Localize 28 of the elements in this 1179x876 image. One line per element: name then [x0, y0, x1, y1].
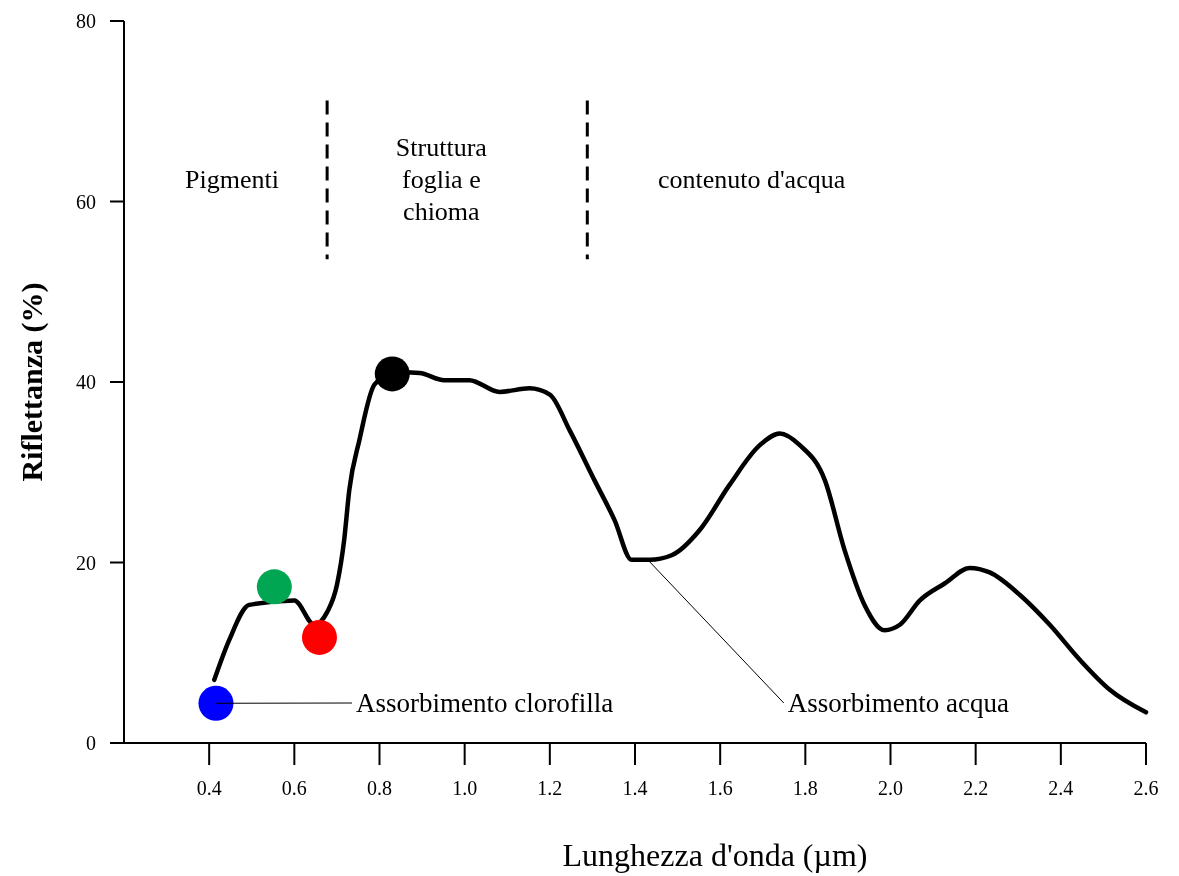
- x-tick-label: 1.2: [537, 777, 563, 799]
- x-tick-label: 0.6: [281, 777, 307, 799]
- annotation: Assorbimento acqua: [787, 688, 1009, 719]
- x-tick-label: 0.4: [196, 777, 222, 799]
- y-tick-label: 60: [76, 190, 96, 213]
- point: [301, 619, 337, 655]
- y-tick-label: 40: [76, 371, 96, 393]
- annotation: Pigmenti: [185, 165, 279, 195]
- x-tick-label: 1.0: [452, 777, 478, 799]
- y-tick-label: 80: [76, 10, 96, 32]
- x-tick-label: 2.2: [963, 777, 989, 799]
- x-tick-label: 0.8: [367, 777, 392, 799]
- annotation: Assorbimento clorofilla: [355, 688, 614, 719]
- annotation: Struttura foglia e chioma: [395, 133, 488, 227]
- x-tick-label: 1.6: [707, 777, 733, 799]
- x-tick-label: 2.0: [878, 777, 903, 799]
- x-tick-label: 2.4: [1048, 777, 1074, 799]
- point: [198, 685, 234, 721]
- annotation: contenuto d'acqua: [657, 165, 846, 195]
- x-tick-label: 1.8: [792, 777, 818, 799]
- point: [374, 356, 410, 392]
- point: [256, 569, 292, 605]
- y-axis-title: Riflettanza (%): [15, 282, 49, 482]
- x-tick-label: 1.4: [622, 777, 648, 799]
- x-tick-label: 2.6: [1133, 777, 1159, 799]
- y-tick-label: 20: [76, 551, 96, 574]
- x-axis-title: Lunghezza d'onda (µm): [562, 837, 868, 873]
- y-tick-label: 0: [86, 732, 96, 754]
